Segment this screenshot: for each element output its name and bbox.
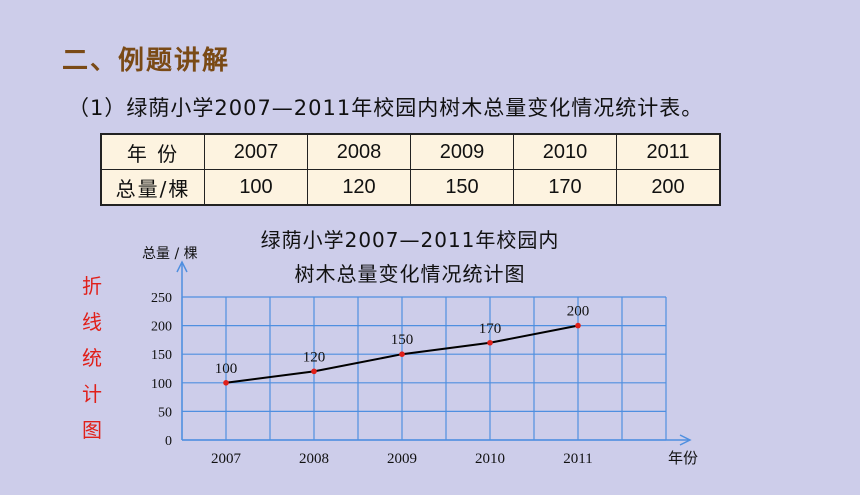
y-tick-label: 0 [165, 434, 172, 449]
table-cell-year: 2007 [204, 133, 308, 170]
section-title: 二、例题讲解 [62, 46, 231, 76]
table-cell-total: 120 [307, 169, 411, 206]
example-text: （1）绿荫小学2007—2011年校园内树木总量变化情况统计表。 [68, 96, 704, 120]
y-tick-label: 50 [158, 405, 172, 420]
y-axis-arrow [176, 260, 188, 273]
y-tick-label: 150 [151, 348, 172, 363]
side-label: 折线统计图 [82, 274, 102, 442]
statistics-table: 年 份 2007 2008 2009 2010 2011 总量/棵 100 12… [100, 133, 721, 206]
x-axis-label: 年份 [668, 449, 698, 467]
row-header-total: 总量/棵 [100, 169, 205, 206]
y-tick-label: 100 [151, 377, 172, 392]
table-cell-total: 150 [410, 169, 514, 206]
data-label: 100 [215, 361, 238, 377]
table-cell-total: 100 [204, 169, 308, 206]
x-tick-label: 2008 [299, 451, 329, 467]
data-point [487, 339, 493, 346]
chart-title-line2: 树木总量变化情况统计图 [294, 262, 526, 286]
x-tick-label: 2009 [387, 451, 417, 467]
y-axis-label: 总量 / 棵 [142, 246, 198, 262]
x-tick-label: 2010 [475, 451, 505, 467]
data-point [575, 322, 581, 329]
data-point [223, 380, 229, 386]
data-label: 120 [303, 349, 326, 365]
x-tick-label: 2007 [211, 451, 242, 467]
chart-title-line1: 绿荫小学2007—2011年校园内 [260, 228, 560, 252]
table-cell-year: 2011 [616, 133, 721, 170]
data-point [311, 368, 317, 375]
x-tick-label: 2011 [563, 451, 592, 467]
data-label: 200 [567, 304, 590, 320]
x-axis-arrow [679, 434, 692, 446]
table-row-totals: 总量/棵 100 120 150 170 200 [100, 169, 721, 206]
data-label: 170 [479, 321, 502, 337]
y-tick-label: 250 [151, 291, 172, 306]
table-cell-total: 170 [513, 169, 617, 206]
table-cell-year: 2010 [513, 133, 617, 170]
data-label: 150 [391, 332, 414, 348]
data-point [399, 351, 405, 358]
y-tick-label: 200 [151, 320, 172, 335]
table-cell-total: 200 [616, 169, 721, 206]
